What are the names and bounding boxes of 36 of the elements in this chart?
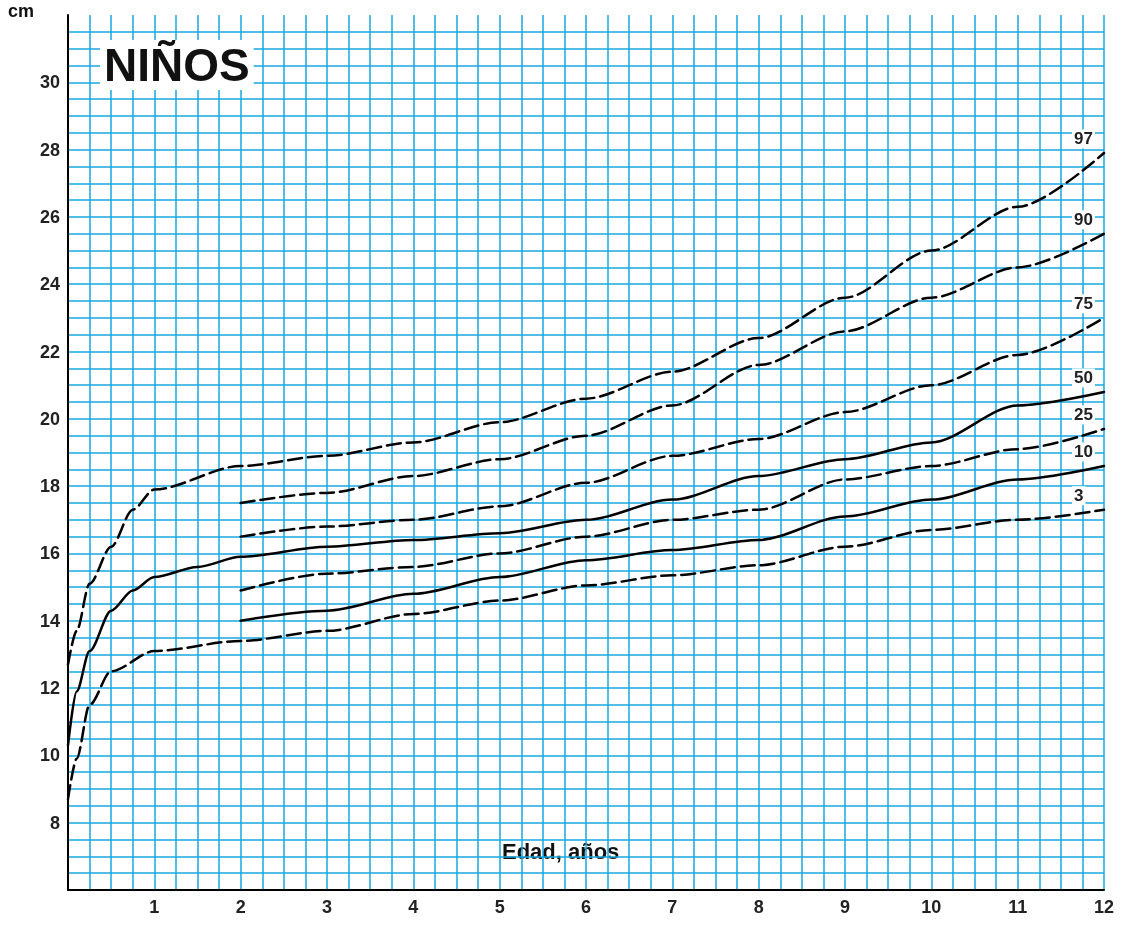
series-label: 97 [1074, 129, 1093, 149]
y-tick-label: 18 [39, 476, 60, 497]
y-tick-label: 28 [39, 139, 60, 160]
x-tick-label: 7 [667, 897, 678, 917]
y-tick-label: 16 [39, 543, 60, 564]
line-series [239, 232, 1106, 505]
x-tick-label: 2 [235, 897, 246, 917]
line-series [239, 464, 1106, 623]
series-label: 75 [1074, 294, 1093, 314]
y-tick-label: 22 [39, 341, 60, 362]
y-tick-label: 24 [39, 274, 60, 295]
series-label: 90 [1074, 210, 1093, 230]
y-tick-label: 14 [39, 610, 60, 631]
x-tick-label: 11 [1008, 897, 1028, 917]
x-tick-label: 5 [494, 897, 505, 917]
series-label: 10 [1074, 442, 1093, 462]
y-tick-label: 8 [49, 812, 60, 833]
x-tick-label: 8 [753, 897, 764, 917]
x-tick-label: 6 [580, 897, 592, 917]
y-tick-label: 10 [39, 745, 60, 766]
y-tick-label: 26 [39, 206, 60, 227]
y-tick-label: 20 [39, 408, 60, 429]
x-tick-label: 12 [1093, 897, 1115, 917]
y-axis-title: cm [8, 1, 35, 21]
x-tick-label: 1 [149, 897, 160, 917]
x-tick-label: 3 [321, 897, 333, 917]
x-tick-label: 9 [839, 897, 851, 917]
line-series [239, 427, 1106, 592]
y-tick-label: 12 [39, 678, 60, 699]
y-tick-label: 30 [39, 72, 60, 93]
series-label: 50 [1074, 368, 1093, 388]
text: NIÑOS [104, 39, 250, 91]
series-label: 25 [1074, 405, 1093, 425]
series-label: 3 [1074, 486, 1084, 506]
x-tick-label: 4 [408, 897, 419, 917]
x-tick-label: 10 [921, 897, 942, 917]
